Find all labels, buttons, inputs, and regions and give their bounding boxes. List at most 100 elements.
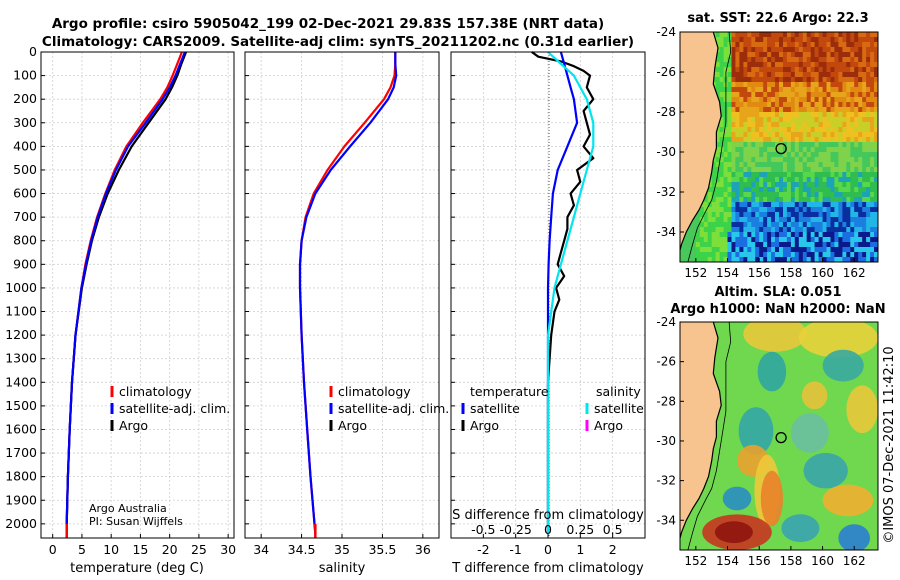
sst-cell — [834, 227, 839, 233]
sst-cell — [802, 92, 808, 98]
sst-cell — [755, 157, 760, 163]
sst-cell — [834, 222, 839, 228]
sst-cell — [854, 47, 859, 53]
sst-cell — [767, 162, 772, 168]
sst-cell — [775, 222, 780, 228]
sst-cell — [771, 92, 776, 98]
sst-cell — [798, 77, 804, 83]
sst-cell — [751, 107, 756, 113]
sst-cell — [735, 157, 740, 163]
sst-cell — [854, 187, 859, 193]
sst-cell — [763, 57, 768, 63]
sst-cell — [771, 252, 776, 258]
sst-cell — [771, 67, 776, 73]
sla-anomaly-patch-16 — [714, 521, 753, 544]
sst-cell — [842, 172, 847, 178]
sst-cell — [747, 202, 752, 208]
sst-cell — [719, 187, 725, 193]
sst-cell — [854, 147, 859, 153]
sst-cell — [719, 132, 725, 138]
sst-cell — [786, 42, 792, 48]
sst-cell — [715, 232, 721, 238]
sst-cell — [783, 167, 788, 173]
sst-cell — [842, 92, 847, 98]
sst-cell — [850, 77, 855, 83]
legend-label-s-argo: Argo — [594, 418, 623, 433]
sst-cell — [826, 37, 831, 43]
sst-cell — [755, 242, 760, 248]
sst-cell — [775, 107, 780, 113]
sst-cell — [763, 107, 768, 113]
sst-cell — [830, 87, 835, 93]
sst-cell — [739, 32, 744, 38]
sst-cell — [846, 192, 851, 198]
sst-cell — [842, 132, 847, 138]
sst-cell — [862, 92, 867, 98]
sst-cell — [779, 232, 784, 238]
sst-cell — [771, 102, 776, 108]
sst-cell — [699, 227, 705, 233]
sst-cell — [747, 37, 752, 43]
sst-cell — [794, 42, 800, 48]
sst-cell — [719, 177, 725, 183]
sst-cell — [862, 212, 867, 218]
sst-cell — [743, 237, 748, 243]
sst-cell — [874, 62, 878, 68]
sst-cell — [783, 232, 788, 238]
sst-cell — [775, 247, 780, 253]
sst-cell — [814, 107, 820, 113]
sst-cell — [727, 212, 732, 218]
sst-cell — [755, 57, 760, 63]
sst-cell — [775, 92, 780, 98]
x-tick-label-0: 0 — [544, 542, 552, 557]
sst-cell — [822, 172, 828, 178]
sst-cell — [711, 167, 717, 173]
sst-cell — [771, 187, 776, 193]
sst-cell — [818, 217, 824, 223]
sst-cell — [731, 152, 736, 158]
sst-cell — [747, 197, 752, 203]
sst-cell — [719, 92, 725, 98]
sst-cell — [830, 162, 835, 168]
sst-cell — [735, 32, 740, 38]
sst-cell — [786, 57, 792, 63]
sst-cell — [846, 102, 851, 108]
sst-cell — [719, 222, 725, 228]
sst-cell — [798, 142, 804, 148]
sst-cell — [826, 117, 831, 123]
sst-cell — [747, 82, 752, 88]
sst-cell — [862, 187, 867, 193]
sst-cell — [751, 42, 756, 48]
sst-cell — [830, 97, 835, 103]
sst-cell — [715, 222, 721, 228]
sst-cell — [755, 112, 760, 118]
sst-cell — [790, 197, 796, 203]
sst-cell — [834, 57, 839, 63]
sst-cell — [818, 187, 824, 193]
sst-cell — [830, 82, 835, 88]
sst-cell — [830, 172, 835, 178]
sst-cell — [806, 162, 812, 168]
sst-cell — [743, 252, 748, 258]
sst-cell — [874, 147, 878, 153]
sst-cell — [834, 177, 839, 183]
sst-cell — [862, 112, 867, 118]
sst-cell — [858, 77, 863, 83]
sst-cell — [818, 257, 824, 262]
sst-cell — [735, 82, 740, 88]
sst-cell — [771, 132, 776, 138]
sst-cell — [834, 147, 839, 153]
sst-cell — [838, 52, 843, 58]
sst-cell — [743, 217, 748, 223]
sst-cell — [862, 102, 867, 108]
sst-cell — [846, 132, 851, 138]
sst-cell — [830, 67, 835, 73]
sst-cell — [779, 197, 784, 203]
sst-cell — [798, 217, 804, 223]
sst-cell — [735, 187, 740, 193]
sst-cell — [842, 77, 847, 83]
sst-cell — [755, 152, 760, 158]
sst-cell — [786, 132, 792, 138]
sst-cell — [814, 87, 820, 93]
sla-lon-label-154: 154 — [716, 554, 739, 568]
